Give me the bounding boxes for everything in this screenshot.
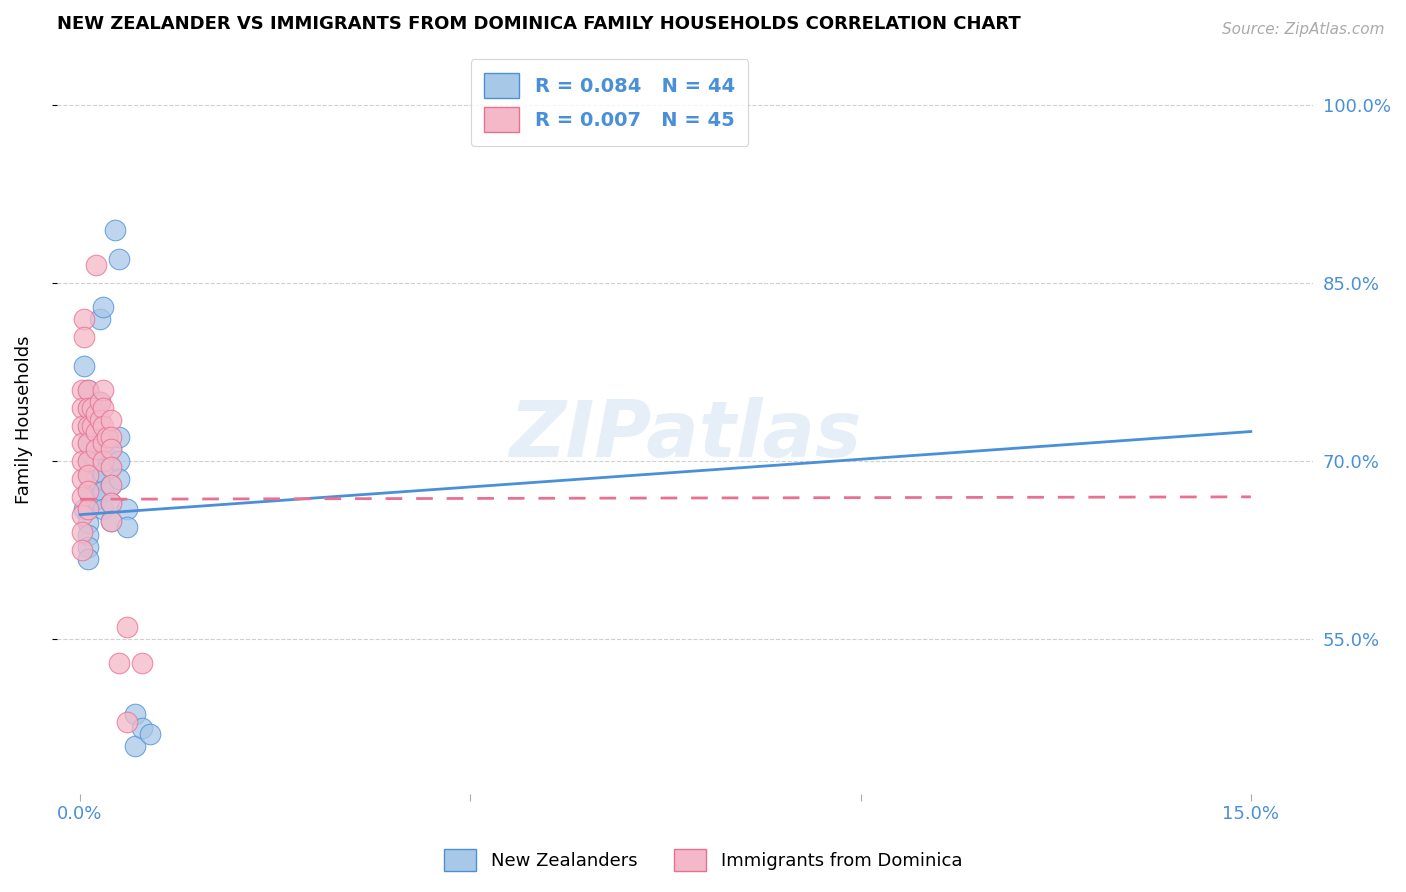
Point <box>72 543 94 558</box>
Point <box>73 329 96 343</box>
Point <box>93 442 115 457</box>
Point <box>100 496 122 510</box>
Point <box>93 430 115 444</box>
Point <box>73 311 96 326</box>
Point <box>108 472 131 486</box>
Point <box>72 383 94 397</box>
Point <box>124 707 146 722</box>
Point <box>76 528 98 542</box>
Point <box>76 483 98 498</box>
Point <box>93 383 115 397</box>
Point <box>76 501 98 516</box>
Point <box>108 252 131 267</box>
Point <box>72 454 94 468</box>
Point <box>100 478 122 492</box>
Point <box>115 620 138 634</box>
Point <box>76 418 98 433</box>
Point <box>76 454 98 468</box>
Point <box>100 496 122 510</box>
Point <box>84 492 107 507</box>
Point <box>76 468 98 483</box>
Legend: R = 0.084   N = 44, R = 0.007   N = 45: R = 0.084 N = 44, R = 0.007 N = 45 <box>471 59 748 146</box>
Point <box>84 407 107 421</box>
Point <box>115 501 138 516</box>
Point <box>100 478 122 492</box>
Point <box>76 401 98 415</box>
Point <box>76 516 98 530</box>
Point <box>108 430 131 444</box>
Point <box>72 436 94 450</box>
Point <box>100 430 122 444</box>
Point <box>76 383 98 397</box>
Point <box>84 425 107 439</box>
Point <box>76 540 98 554</box>
Point <box>76 436 98 450</box>
Point <box>89 395 111 409</box>
Point <box>96 430 118 444</box>
Point <box>73 501 96 516</box>
Point <box>76 383 98 397</box>
Y-axis label: Family Households: Family Households <box>15 335 32 504</box>
Point <box>93 454 115 468</box>
Point <box>100 460 122 475</box>
Point <box>72 418 94 433</box>
Point <box>93 418 115 433</box>
Point <box>76 468 98 483</box>
Point <box>89 395 111 409</box>
Point <box>76 418 98 433</box>
Point <box>80 401 103 415</box>
Point <box>100 514 122 528</box>
Point <box>80 448 103 462</box>
Point <box>76 436 98 450</box>
Point <box>131 722 153 736</box>
Point <box>124 739 146 754</box>
Point <box>115 715 138 730</box>
Point <box>84 472 107 486</box>
Point <box>100 442 122 457</box>
Point <box>72 401 94 415</box>
Point <box>93 466 115 480</box>
Point <box>80 418 103 433</box>
Point <box>115 519 138 533</box>
Point <box>80 430 103 444</box>
Text: NEW ZEALANDER VS IMMIGRANTS FROM DOMINICA FAMILY HOUSEHOLDS CORRELATION CHART: NEW ZEALANDER VS IMMIGRANTS FROM DOMINIC… <box>56 15 1021 33</box>
Point <box>139 727 162 741</box>
Legend: New Zealanders, Immigrants from Dominica: New Zealanders, Immigrants from Dominica <box>437 842 969 879</box>
Point <box>108 454 131 468</box>
Point <box>89 311 111 326</box>
Point <box>100 514 122 528</box>
Point <box>73 359 96 374</box>
Point <box>93 300 115 314</box>
Point <box>104 223 127 237</box>
Point <box>93 483 115 498</box>
Point <box>76 551 98 566</box>
Point <box>93 401 115 415</box>
Point <box>108 656 131 670</box>
Text: ZIPatlas: ZIPatlas <box>509 397 860 473</box>
Point <box>84 442 107 457</box>
Point <box>100 442 122 457</box>
Point <box>100 460 122 475</box>
Point <box>93 436 115 450</box>
Point <box>76 454 98 468</box>
Point <box>131 656 153 670</box>
Point <box>84 454 107 468</box>
Point <box>89 412 111 426</box>
Point <box>76 483 98 498</box>
Point <box>84 436 107 450</box>
Point <box>76 501 98 516</box>
Point <box>72 490 94 504</box>
Point <box>72 508 94 522</box>
Point <box>76 401 98 415</box>
Point <box>100 412 122 426</box>
Point <box>93 501 115 516</box>
Point <box>72 525 94 540</box>
Point <box>84 258 107 272</box>
Text: Source: ZipAtlas.com: Source: ZipAtlas.com <box>1222 22 1385 37</box>
Point <box>72 472 94 486</box>
